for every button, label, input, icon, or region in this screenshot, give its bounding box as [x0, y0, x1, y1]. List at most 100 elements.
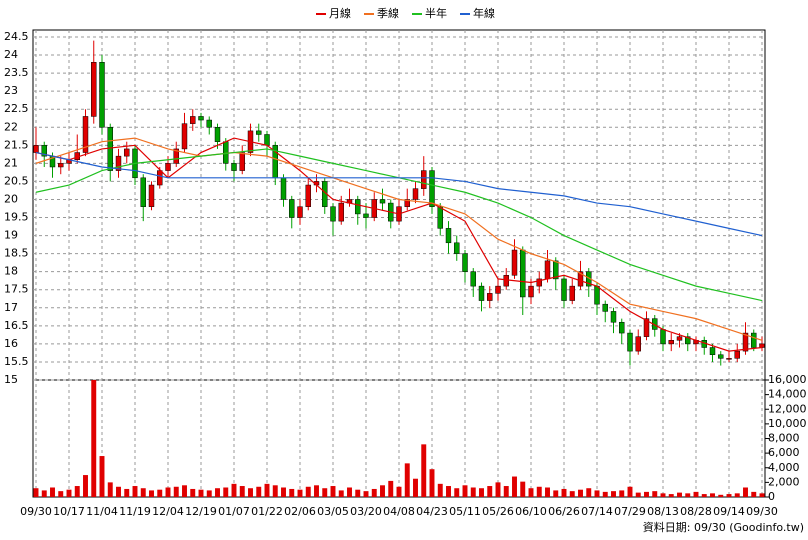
volume-bar	[644, 491, 649, 497]
volume-bar	[685, 493, 691, 497]
volume-bar	[668, 494, 674, 497]
volume-bar	[396, 486, 402, 497]
candle-body	[602, 303, 608, 312]
footer: 資料日期: 09/30 (Goodinfo.tw)	[643, 520, 804, 534]
candle-body	[685, 336, 691, 345]
candle-body	[264, 134, 270, 146]
volume-bar	[248, 488, 253, 497]
volume-bar	[545, 487, 550, 497]
candle-body	[33, 145, 39, 153]
volume-bar	[619, 490, 625, 497]
volume-bar	[33, 488, 39, 497]
volume-bar	[586, 488, 592, 497]
candle-body	[478, 285, 485, 301]
volume-bar	[74, 486, 80, 497]
y-tick-label: 24	[4, 48, 18, 61]
volume-bar	[330, 486, 336, 497]
candle-body	[561, 278, 567, 301]
candle-body	[165, 163, 171, 171]
candle-body	[181, 123, 188, 150]
candle-body	[734, 350, 740, 359]
candle-body	[239, 152, 245, 171]
y-tick-label: 20.5	[4, 174, 29, 187]
volume-bar	[479, 488, 484, 497]
volume-bar	[528, 488, 534, 497]
x-tick-label: 05/11	[449, 505, 481, 518]
volume-bar	[231, 483, 237, 497]
candle-body	[520, 249, 526, 298]
volume-bar	[611, 491, 616, 497]
volume-bar	[107, 482, 113, 497]
y2-tick-label: 0	[768, 490, 775, 503]
volume-bar	[281, 487, 286, 497]
candle-body	[495, 285, 501, 294]
ma-line	[35, 151, 763, 237]
volume-bar	[429, 469, 435, 497]
volume-bar	[289, 488, 295, 497]
candle-body	[643, 318, 650, 337]
volume-bar	[487, 486, 493, 497]
volume-bar	[677, 492, 682, 497]
x-tick-label: 08/13	[647, 505, 679, 518]
y2-tick-label: 8,000	[768, 432, 800, 445]
candle-body	[742, 332, 749, 352]
y-tick-label: 18	[4, 265, 18, 278]
volume-bar	[165, 487, 171, 497]
candle-body	[437, 206, 443, 229]
legend-label: 季線	[377, 6, 399, 20]
volume-bar	[446, 486, 451, 497]
y-tick-label: 15.5	[4, 355, 29, 368]
legend-label: 年線	[473, 6, 495, 20]
volume-bar	[652, 491, 658, 497]
x-tick-label: 07/29	[614, 505, 646, 518]
x-tick-label: 10/17	[53, 505, 85, 518]
candle-body	[610, 311, 617, 323]
candle-body	[635, 336, 641, 352]
x-tick-label: 09/14	[713, 505, 745, 518]
volume-bar	[297, 489, 303, 497]
volume-bar	[83, 475, 88, 497]
volume-bar	[58, 491, 64, 497]
y-tick-label: 23	[4, 84, 18, 97]
volume-bar	[256, 486, 262, 497]
volume-bar	[578, 489, 583, 497]
candle-body	[445, 228, 452, 244]
x-tick-label: 12/04	[152, 505, 184, 518]
volume-bar	[759, 493, 765, 497]
volume-bar	[91, 380, 97, 497]
volume-bar	[594, 490, 600, 497]
volume-bar	[462, 485, 468, 497]
candle-body	[91, 62, 97, 117]
y2-tick-label: 10,000	[768, 417, 807, 430]
volume-bar	[50, 487, 55, 497]
candle-body	[214, 127, 221, 142]
x-tick-label: 05/26	[482, 505, 514, 518]
volume-bar	[223, 487, 229, 497]
x-tick-label: 06/10	[515, 505, 547, 518]
candle-body	[751, 332, 757, 348]
x-tick-label: 03/05	[317, 505, 349, 518]
volume-bar	[272, 485, 278, 497]
candle-body	[206, 119, 212, 128]
x-tick-label: 11/04	[86, 505, 118, 518]
volume-bar	[561, 488, 567, 497]
y-tick-label: 16.5	[4, 319, 29, 332]
volume-bar	[404, 463, 410, 497]
candle-body	[157, 170, 163, 186]
volume-bar	[206, 490, 212, 497]
volume-bar	[602, 491, 608, 497]
volume-bar	[264, 483, 270, 497]
y2-tick-label: 4,000	[768, 461, 800, 474]
volume-bar	[520, 481, 526, 497]
y-tick-label: 18.5	[4, 247, 29, 260]
x-tick-label: 01/22	[251, 505, 283, 518]
volume-bar	[454, 488, 460, 497]
candle-body	[709, 347, 716, 355]
volume-bar	[182, 485, 187, 497]
volume-bar	[338, 490, 344, 497]
candle-body	[462, 253, 468, 272]
y-tick-label: 17	[4, 301, 18, 314]
candle-body	[454, 242, 460, 254]
y-tick-label: 17.5	[4, 283, 29, 296]
